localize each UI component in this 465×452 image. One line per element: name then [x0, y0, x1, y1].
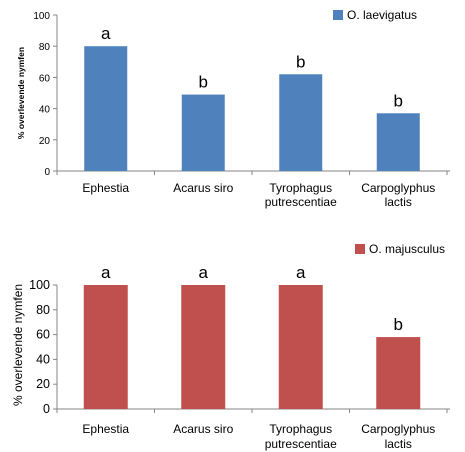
- y-tick-label: 20: [36, 377, 50, 391]
- significance-label: b: [394, 91, 403, 110]
- chart-laevigatus: 0 20 40 60 80 100 % overlevende nymfen a Ephesti…: [16, 8, 450, 209]
- bar-laevigatus-3: [279, 74, 323, 171]
- category-label: Ephestia: [82, 181, 129, 195]
- y-tick-label: 80: [39, 42, 51, 53]
- y-tick-label: 100: [29, 278, 50, 292]
- significance-label: b: [394, 315, 403, 334]
- bar-laevigatus-4: [376, 113, 420, 171]
- category-label: Acarus siro: [173, 422, 233, 436]
- category-label: putrescentiae: [265, 195, 337, 209]
- bar-laevigatus-2: [181, 94, 225, 171]
- category-label: Tyrophagus: [269, 422, 332, 436]
- y-tick-label: 40: [36, 352, 50, 366]
- legend-label: O. laevigatus: [347, 8, 417, 22]
- y-axis-label: % overlevende nymfen: [16, 47, 26, 139]
- legend-swatch: [355, 244, 365, 254]
- y-tick-label: 0: [43, 402, 50, 416]
- category-label: Carpoglyphus: [361, 181, 435, 195]
- category-label: Carpoglyphus: [361, 422, 435, 436]
- y-tick-label: 100: [33, 11, 50, 22]
- category-label: Ephestia: [82, 422, 129, 436]
- category-label: putrescentiae: [265, 437, 337, 451]
- bar-majusculus-1: [83, 285, 128, 409]
- bar-majusculus-4: [376, 337, 421, 409]
- category-label: Acarus siro: [173, 181, 233, 195]
- significance-label: b: [199, 73, 208, 92]
- y-tick-label: 60: [39, 73, 51, 84]
- bar-laevigatus-1: [84, 46, 128, 172]
- y-tick-label: 0: [44, 167, 50, 178]
- legend-label: O. majusculus: [369, 242, 445, 256]
- bar-majusculus-2: [181, 285, 226, 409]
- significance-label: a: [199, 263, 209, 282]
- chart-majusculus: 0 20 40 60 80 100 % overlevende nymfen a Ephesti…: [11, 242, 450, 451]
- y-axis-label: % overlevende nymfen: [11, 284, 25, 406]
- y-tick-label: 40: [39, 105, 51, 116]
- significance-label: a: [101, 24, 111, 43]
- y-tick-label: 20: [39, 136, 51, 147]
- bar-majusculus-3: [278, 285, 323, 409]
- category-label: Tyrophagus: [269, 181, 332, 195]
- category-label: lactis: [385, 437, 412, 451]
- category-label: lactis: [385, 195, 412, 209]
- y-tick-label: 80: [36, 303, 50, 317]
- legend-swatch: [333, 10, 343, 20]
- y-tick-label: 60: [36, 328, 50, 342]
- significance-label: a: [101, 263, 111, 282]
- significance-label: b: [296, 52, 305, 71]
- significance-label: a: [296, 263, 306, 282]
